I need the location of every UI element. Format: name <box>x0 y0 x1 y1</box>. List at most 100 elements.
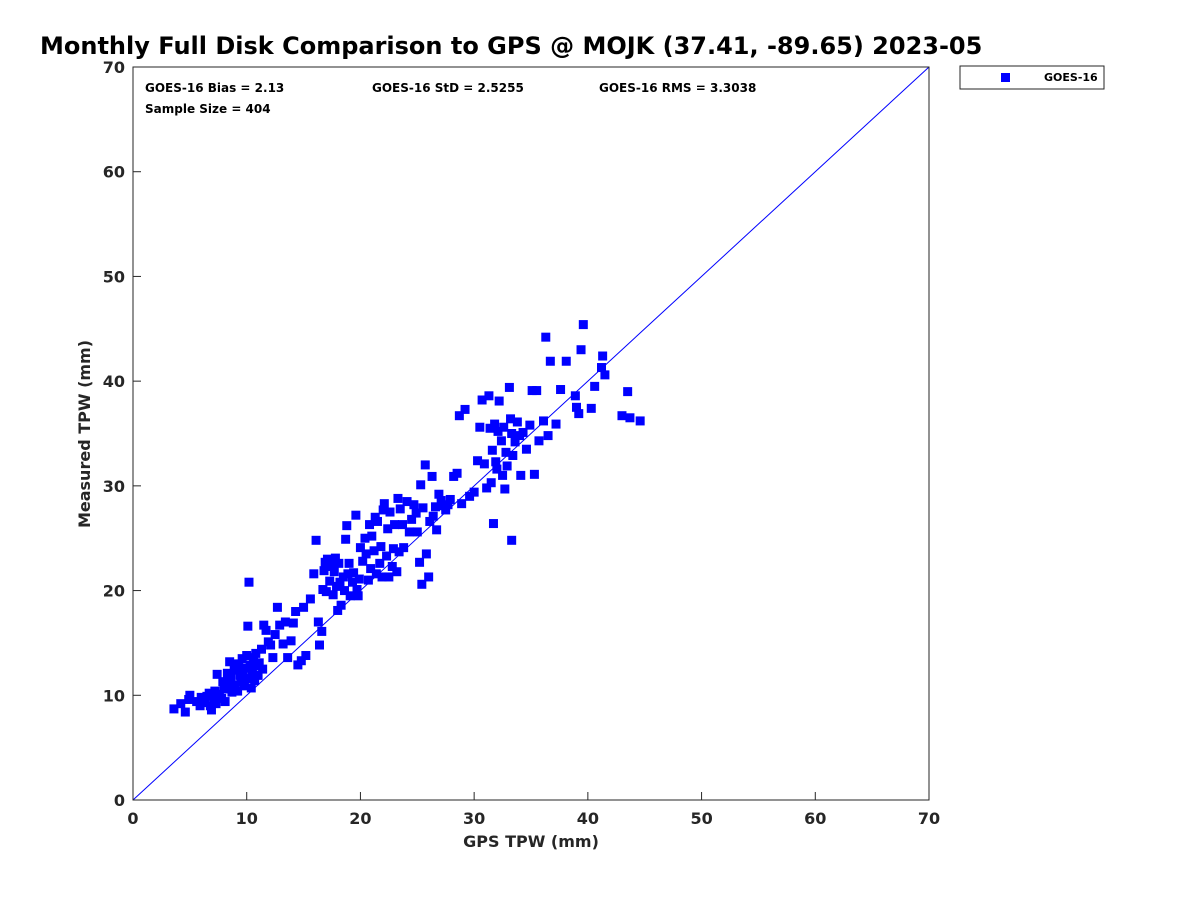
data-point <box>574 409 584 419</box>
data-point <box>206 705 216 715</box>
data-point <box>233 686 243 696</box>
axes-frame <box>132 66 930 801</box>
data-point <box>222 668 232 678</box>
data-point <box>253 670 263 680</box>
x-tick-label: 50 <box>690 809 712 828</box>
data-point <box>452 468 462 478</box>
series-goes16-points <box>169 320 645 717</box>
data-point <box>321 587 331 597</box>
data-point <box>210 686 220 696</box>
data-point <box>488 519 498 529</box>
data-point <box>402 497 412 507</box>
data-point <box>333 605 343 615</box>
data-point <box>280 617 290 627</box>
data-point <box>597 363 607 373</box>
data-point <box>473 456 483 466</box>
data-point <box>420 460 430 470</box>
data-point <box>490 419 500 429</box>
legend-marker-goes16 <box>1001 73 1010 82</box>
data-point <box>341 534 351 544</box>
data-point <box>319 566 329 576</box>
data-point <box>571 402 581 412</box>
data-point <box>578 320 588 330</box>
data-point <box>363 575 373 585</box>
data-point <box>340 586 350 596</box>
data-point <box>328 590 338 600</box>
data-point <box>246 683 256 693</box>
data-point <box>239 681 249 691</box>
data-point <box>382 551 392 561</box>
x-tick-label: 10 <box>236 809 258 828</box>
data-point <box>369 546 379 556</box>
data-point <box>465 491 475 501</box>
data-point <box>393 493 403 503</box>
data-point <box>344 558 354 568</box>
data-point <box>283 653 293 663</box>
data-point <box>261 625 271 635</box>
data-point <box>623 387 633 397</box>
data-point <box>218 677 228 687</box>
data-point <box>250 676 260 686</box>
data-point <box>270 630 280 640</box>
data-point <box>299 602 309 612</box>
data-point <box>361 549 371 559</box>
data-point <box>258 664 268 674</box>
data-point <box>525 420 535 430</box>
data-point <box>278 639 288 649</box>
data-point <box>485 423 495 433</box>
data-point <box>539 416 549 426</box>
data-point <box>309 569 319 579</box>
data-point <box>377 572 387 582</box>
data-point <box>600 370 610 380</box>
data-point <box>556 385 566 395</box>
data-point <box>371 569 381 579</box>
data-point <box>441 505 451 515</box>
data-point <box>469 487 479 497</box>
data-point <box>352 585 362 595</box>
data-point <box>532 386 542 396</box>
data-point <box>551 419 561 429</box>
data-point <box>358 556 368 566</box>
stat-sample-size: Sample Size = 404 <box>145 102 271 116</box>
data-point <box>395 504 405 514</box>
data-point <box>501 447 511 457</box>
data-point <box>305 594 315 604</box>
data-point <box>487 445 497 455</box>
data-point <box>244 577 254 587</box>
data-point <box>407 514 417 524</box>
data-point <box>541 332 551 342</box>
data-point <box>343 569 353 579</box>
data-point <box>245 660 255 670</box>
data-point <box>325 576 335 586</box>
data-point <box>496 436 506 446</box>
data-point <box>329 567 339 577</box>
y-tick-label: 10 <box>103 686 125 705</box>
data-point <box>288 618 298 628</box>
x-tick-label: 30 <box>463 809 485 828</box>
data-point <box>457 499 467 509</box>
data-point <box>366 564 376 574</box>
data-point <box>353 591 363 601</box>
y-tick-label: 60 <box>103 163 125 182</box>
data-point <box>418 503 428 513</box>
data-point <box>477 395 487 405</box>
data-point <box>224 681 234 691</box>
data-point <box>301 650 311 660</box>
stat-rms: GOES-16 RMS = 3.3038 <box>599 81 756 95</box>
data-point <box>360 533 370 543</box>
legend-label-goes16: GOES-16 <box>1044 71 1098 84</box>
data-point <box>398 520 408 530</box>
data-point <box>445 494 455 504</box>
y-tick-label: 70 <box>103 58 125 77</box>
x-tick-label: 60 <box>804 809 826 828</box>
data-point <box>625 413 635 423</box>
data-point <box>516 470 526 480</box>
data-point <box>314 640 324 650</box>
data-point <box>388 544 398 554</box>
data-point <box>443 500 453 510</box>
data-point <box>180 707 190 717</box>
data-point <box>296 656 306 666</box>
y-tick-label: 50 <box>103 267 125 286</box>
data-point <box>195 701 205 711</box>
data-point <box>500 484 510 494</box>
